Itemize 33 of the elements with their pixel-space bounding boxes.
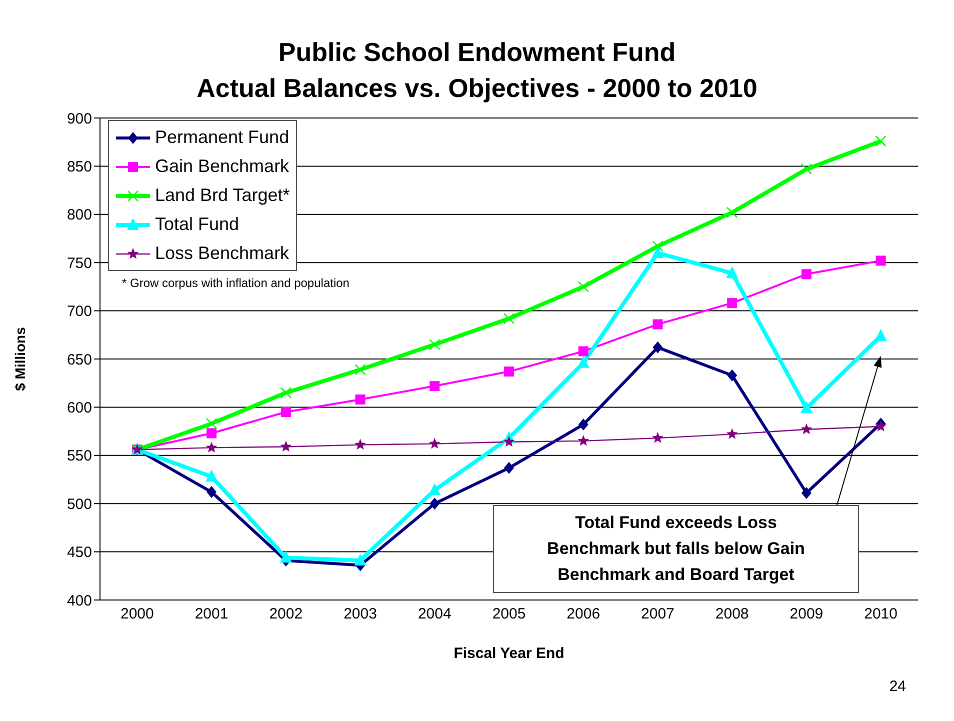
legend-label: Loss Benchmark	[155, 242, 290, 265]
x-tick-label: 2000	[120, 606, 154, 623]
x-tick-label: 2004	[418, 606, 452, 623]
legend-label: Gain Benchmark	[155, 155, 290, 178]
y-tick-label: 450	[66, 544, 92, 562]
y-tick-label: 400	[66, 592, 92, 610]
y-tick-label: 900	[66, 110, 92, 128]
x-tick-label: 2001	[194, 606, 228, 623]
x-tick-label: 2003	[344, 606, 377, 623]
legend-label: Land Brd Target*	[155, 184, 290, 207]
x-tick-label: 2005	[492, 606, 526, 623]
note-box: Total Fund exceeds Loss Benchmark but falls below Gain Benchmark and Board Target	[493, 505, 859, 593]
x-tick-label: 2008	[715, 606, 749, 623]
y-tick-label: 500	[66, 496, 92, 513]
x-tick-label: 2009	[790, 606, 824, 623]
x-tick-label: 2002	[269, 606, 303, 623]
y-tick-label: 550	[66, 448, 92, 465]
legend-label: Total Fund	[155, 213, 240, 236]
text: 24	[889, 678, 906, 695]
x-tick-label: 2010	[864, 606, 898, 623]
y-tick-label: 850	[66, 158, 92, 176]
y-axis-title: $ Millions	[12, 326, 28, 391]
y-tick-label: 750	[66, 254, 92, 272]
y-tick-label: 650	[66, 351, 92, 368]
annotation: * Grow corpus with inflation and population	[122, 276, 350, 290]
y-tick-label: 700	[66, 303, 92, 320]
y-tick-label: 600	[66, 400, 92, 417]
chart-title: Public School Endowment Fund Actual Balances vs. Objectives - 2000 to 2010	[196, 36, 758, 105]
x-axis-title: Fiscal Year End	[454, 645, 564, 662]
x-tick-label: 2007	[641, 606, 674, 623]
y-tick-label: 800	[66, 206, 92, 224]
x-tick-label: 2006	[566, 606, 600, 623]
legend-label: Permanent Fund	[155, 126, 290, 149]
